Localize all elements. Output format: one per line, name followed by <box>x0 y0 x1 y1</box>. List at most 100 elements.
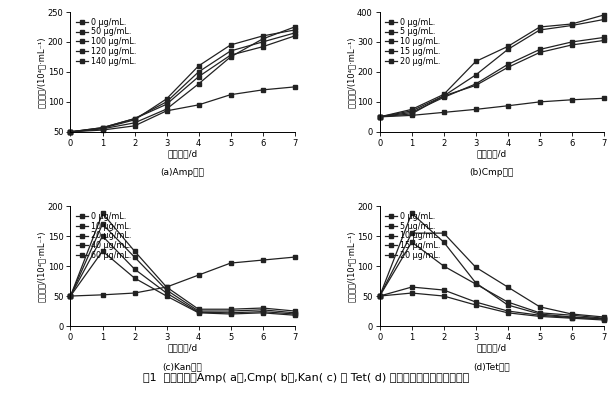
15 μg/mL. <box>376 294 383 298</box>
5 μg/mL. <box>568 23 576 28</box>
Line: 20 μg/mL.: 20 μg/mL. <box>68 234 297 316</box>
50 μg/mL. <box>163 96 170 101</box>
Text: (a)Amp处理: (a)Amp处理 <box>161 168 205 177</box>
15 μg/mL. <box>568 315 576 320</box>
15 μg/mL. <box>472 83 479 88</box>
5 μg/mL. <box>600 17 607 22</box>
60 μg/mL. <box>163 285 170 290</box>
5 μg/mL. <box>376 294 383 298</box>
120 μg/mL. <box>163 102 170 107</box>
10 μg/mL. <box>163 288 170 292</box>
50 μg/mL. <box>99 126 106 131</box>
50 μg/mL. <box>195 64 202 68</box>
Legend: 0 μg/mL., 5 μg/mL., 10 μg/mL., 15 μg/mL., 20 μg/mL.: 0 μg/mL., 5 μg/mL., 10 μg/mL., 15 μg/mL.… <box>384 210 442 262</box>
20 μg/mL. <box>131 267 138 272</box>
Line: 0 μg/mL.: 0 μg/mL. <box>68 211 297 313</box>
0 μg/mL. <box>408 211 416 216</box>
100 μg/mL. <box>259 40 266 44</box>
140 μg/mL. <box>195 102 202 107</box>
X-axis label: 处理时间/d: 处理时间/d <box>477 149 507 158</box>
Line: 5 μg/mL.: 5 μg/mL. <box>378 231 606 319</box>
X-axis label: 处理时间/d: 处理时间/d <box>477 343 507 352</box>
50 μg/mL. <box>259 34 266 38</box>
0 μg/mL. <box>504 303 511 308</box>
Line: 20 μg/mL.: 20 μg/mL. <box>378 96 606 119</box>
0 μg/mL. <box>163 285 170 290</box>
20 μg/mL. <box>568 97 576 102</box>
10 μg/mL. <box>536 310 544 315</box>
10 μg/mL. <box>472 82 479 86</box>
10 μg/mL. <box>67 294 74 298</box>
10 μg/mL. <box>259 308 266 312</box>
20 μg/mL. <box>99 234 106 238</box>
Line: 10 μg/mL.: 10 μg/mL. <box>68 222 297 315</box>
0 μg/mL. <box>472 280 479 285</box>
10 μg/mL. <box>440 95 447 100</box>
0 μg/mL. <box>163 107 170 112</box>
10 μg/mL. <box>408 240 416 244</box>
15 μg/mL. <box>408 285 416 290</box>
20 μg/mL. <box>259 309 266 314</box>
20 μg/mL. <box>600 96 607 101</box>
20 μg/mL. <box>195 310 202 315</box>
Line: 15 μg/mL.: 15 μg/mL. <box>378 285 606 321</box>
15 μg/mL. <box>600 316 607 321</box>
20 μg/mL. <box>568 316 576 321</box>
10 μg/mL. <box>195 309 202 314</box>
5 μg/mL. <box>408 231 416 236</box>
5 μg/mL. <box>536 304 544 309</box>
50 μg/mL. <box>67 130 74 134</box>
5 μg/mL. <box>536 28 544 32</box>
0 μg/mL. <box>99 126 106 131</box>
15 μg/mL. <box>504 309 511 314</box>
20 μg/mL. <box>472 107 479 112</box>
0 μg/mL. <box>440 240 447 244</box>
0 μg/mL. <box>376 294 383 298</box>
0 μg/mL. <box>259 306 266 310</box>
10 μg/mL. <box>504 62 511 67</box>
120 μg/mL. <box>99 125 106 130</box>
X-axis label: 处理时间/d: 处理时间/d <box>167 149 197 158</box>
Line: 120 μg/mL.: 120 μg/mL. <box>68 34 297 134</box>
Line: 0 μg/mL.: 0 μg/mL. <box>378 13 606 119</box>
5 μg/mL. <box>440 231 447 236</box>
10 μg/mL. <box>600 316 607 321</box>
100 μg/mL. <box>291 30 299 35</box>
140 μg/mL. <box>227 92 234 97</box>
20 μg/mL. <box>440 110 447 115</box>
Y-axis label: 细胞密度/(10⁴个·mL⁻¹): 细胞密度/(10⁴个·mL⁻¹) <box>346 230 356 302</box>
5 μg/mL. <box>408 108 416 113</box>
15 μg/mL. <box>536 313 544 318</box>
40 μg/mL. <box>259 310 266 315</box>
20 μg/mL. <box>472 303 479 308</box>
Text: 图1  不同浓度的Amp( a）,Cmp( b）,Kan( c) 及 Tet( d) 处理对莱莘衣藻生长的影响: 图1 不同浓度的Amp( a）,Cmp( b）,Kan( c) 及 Tet( d… <box>143 373 470 383</box>
Line: 60 μg/mL.: 60 μg/mL. <box>68 255 297 298</box>
100 μg/mL. <box>163 100 170 104</box>
10 μg/mL. <box>376 114 383 119</box>
20 μg/mL. <box>536 100 544 104</box>
0 μg/mL. <box>376 114 383 119</box>
0 μg/mL. <box>291 24 299 29</box>
100 μg/mL. <box>99 125 106 130</box>
Line: 100 μg/mL.: 100 μg/mL. <box>68 31 297 134</box>
15 μg/mL. <box>408 112 416 116</box>
20 μg/mL. <box>376 294 383 298</box>
40 μg/mL. <box>163 294 170 298</box>
60 μg/mL. <box>195 273 202 278</box>
5 μg/mL. <box>504 47 511 52</box>
15 μg/mL. <box>536 50 544 55</box>
Line: 40 μg/mL.: 40 μg/mL. <box>68 249 297 318</box>
Text: (d)Tet处理: (d)Tet处理 <box>473 362 510 371</box>
20 μg/mL. <box>536 314 544 319</box>
Y-axis label: 细胞密度/(10⁴个·mL⁻¹): 细胞密度/(10⁴个·mL⁻¹) <box>37 36 47 108</box>
120 μg/mL. <box>67 130 74 134</box>
10 μg/mL. <box>376 294 383 298</box>
Legend: 0 μg/mL., 50 μg/mL., 100 μg/mL., 120 μg/mL., 140 μg/mL.: 0 μg/mL., 50 μg/mL., 100 μg/mL., 120 μg/… <box>75 16 138 68</box>
10 μg/mL. <box>99 222 106 226</box>
0 μg/mL. <box>504 44 511 49</box>
40 μg/mL. <box>67 294 74 298</box>
50 μg/mL. <box>227 42 234 47</box>
0 μg/mL. <box>227 307 234 312</box>
100 μg/mL. <box>227 48 234 53</box>
0 μg/mL. <box>600 12 607 17</box>
